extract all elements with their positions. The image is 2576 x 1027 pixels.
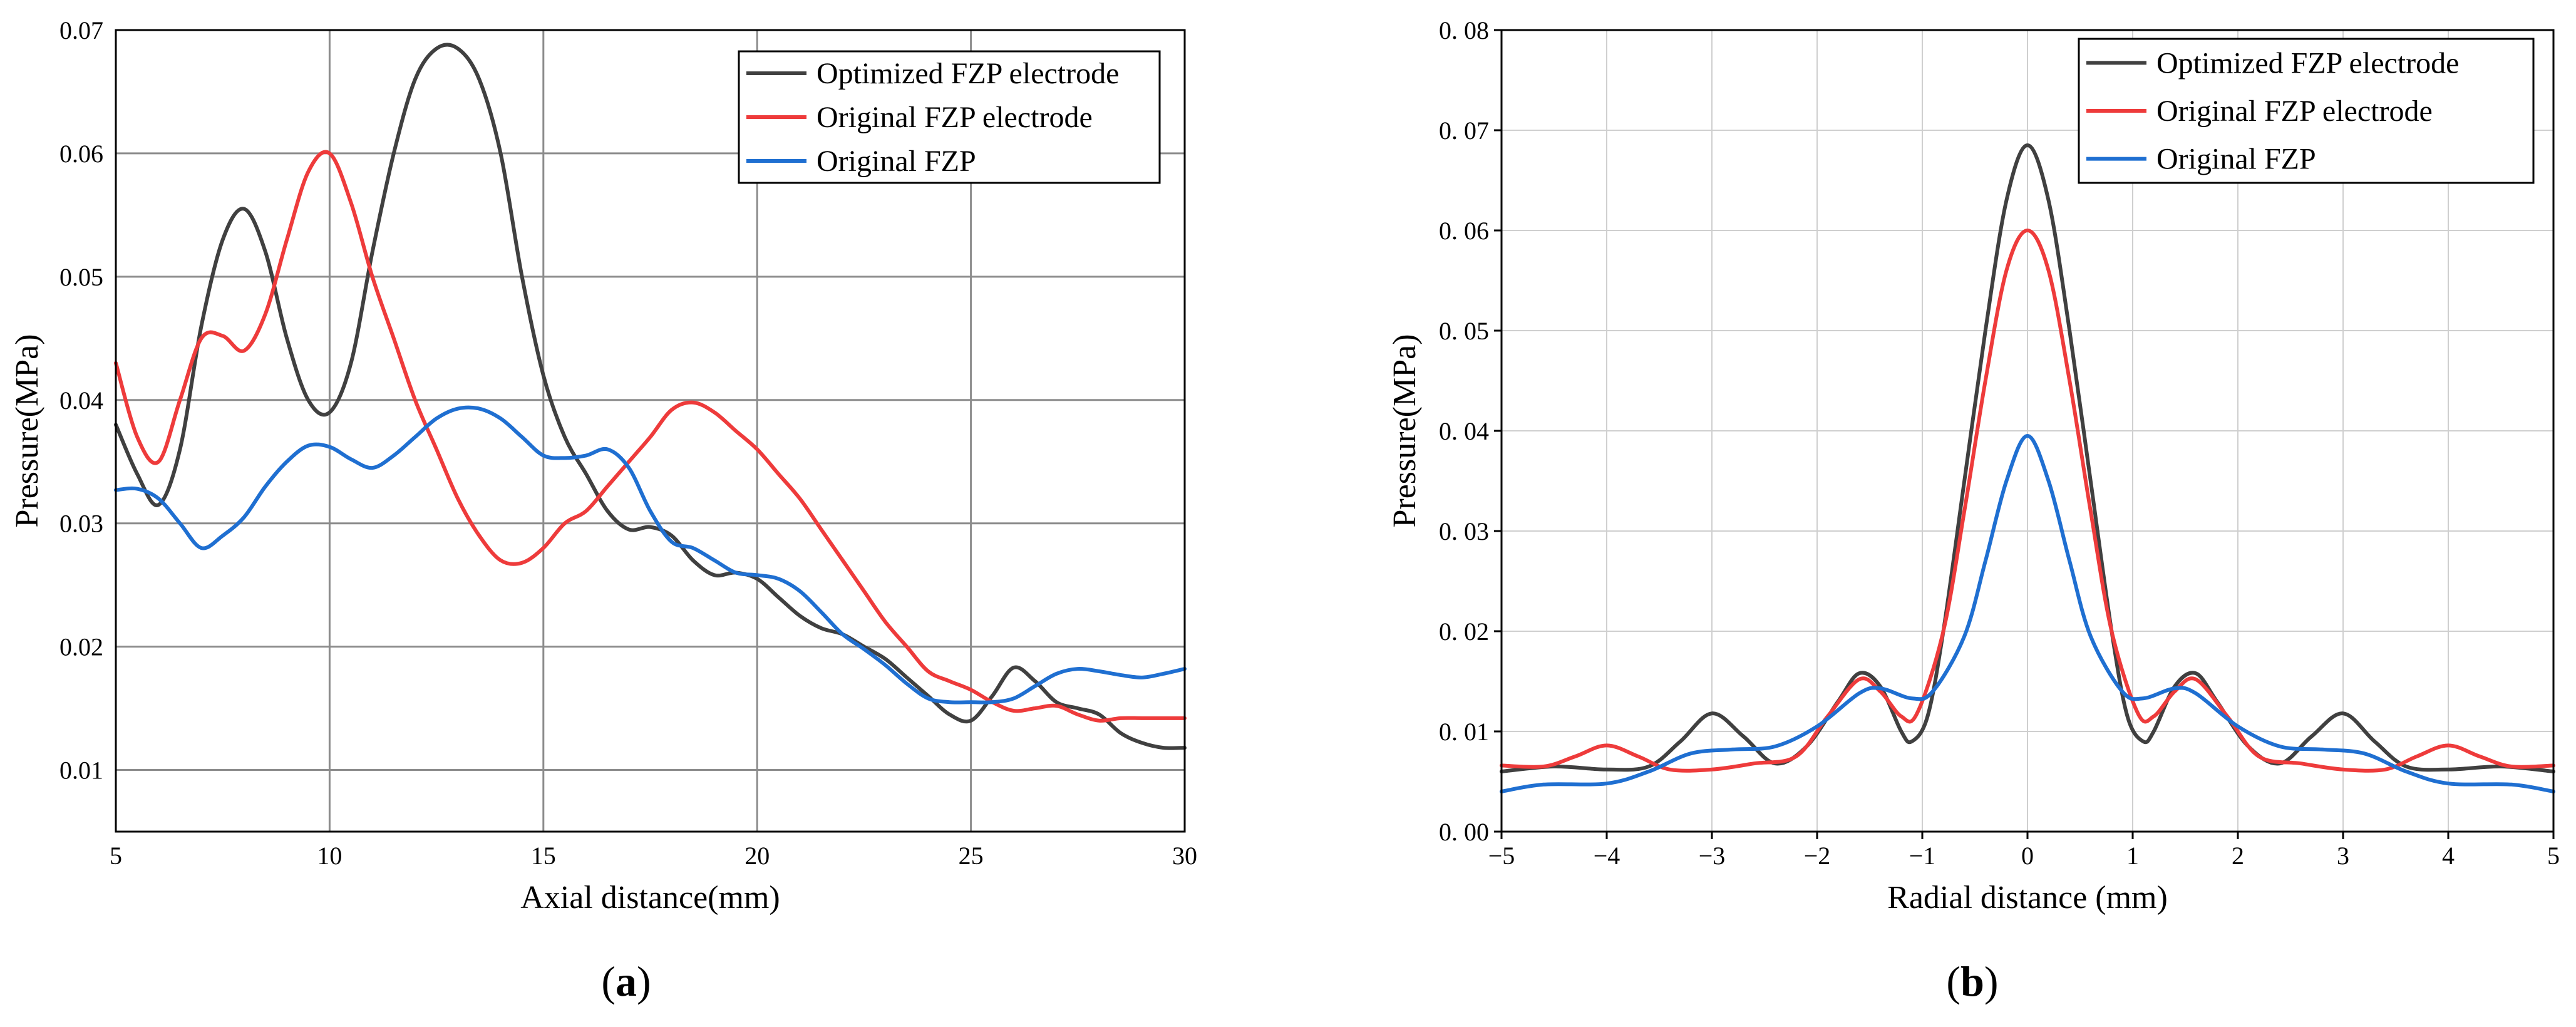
- y-tick-label: 0.01: [59, 756, 103, 785]
- legend-entry-label: Original FZP electrode: [2156, 95, 2433, 128]
- x-tick-label: 1: [2126, 842, 2139, 870]
- series-line-optimized-fzp-electrode: [114, 43, 1187, 750]
- x-tick-label: 10: [317, 842, 342, 870]
- y-tick-label: 0.02: [59, 633, 103, 661]
- series-line-original-fzp-electrode: [1500, 229, 2555, 773]
- x-tick-label: 4: [2442, 842, 2455, 870]
- x-tick-label: −5: [1488, 842, 1515, 870]
- x-tick-label: 20: [744, 842, 770, 870]
- legend-entry-label: Original FZP electrode: [817, 101, 1093, 134]
- series-line-original-fzp: [1500, 434, 2555, 793]
- y-tick-label: 0.03: [59, 510, 103, 538]
- y-axis-label: Pressure(MPa): [1387, 334, 1423, 527]
- y-tick-label: 0. 06: [1439, 217, 1489, 245]
- x-tick-label: −3: [1699, 842, 1726, 870]
- y-tick-label: 0.05: [59, 263, 103, 291]
- x-axis-label: Axial distance(mm): [520, 880, 780, 916]
- legend: Optimized FZP electrode Original FZP elec…: [738, 50, 1161, 184]
- chart-panel-b: −5 −4 −3 −2 −1 0 1 2 3 4 5 0. 00 0. 01 0. 02 0. 03 0. 0…: [1387, 16, 2560, 1005]
- series-line-original-fzp: [114, 405, 1187, 704]
- panel-label: (b): [1946, 957, 1998, 1005]
- legend-box: [738, 50, 1161, 184]
- y-tick-label: 0. 08: [1439, 16, 1489, 44]
- x-axis-label: Radial distance (mm): [1887, 880, 2168, 916]
- x-tick-label: 5: [110, 842, 122, 870]
- y-tick-label: 0. 07: [1439, 116, 1489, 145]
- panel-label: (a): [601, 957, 651, 1005]
- y-axis-label: Pressure(MPa): [9, 334, 45, 527]
- x-tick-label: 5: [2547, 842, 2560, 870]
- y-tick-label: 0. 03: [1439, 517, 1489, 545]
- x-tick-label: 30: [1172, 842, 1197, 870]
- y-tick-label: 0.04: [59, 386, 103, 415]
- legend-entry-label: Original FZP: [2156, 143, 2316, 176]
- axes-frame: [115, 29, 1186, 833]
- x-tick-label: −4: [1594, 842, 1620, 870]
- x-tick-label: −2: [1804, 842, 1831, 870]
- x-tick-label: 0: [2021, 842, 2034, 870]
- y-tick-label: 0.06: [59, 140, 103, 168]
- legend-entry-label: Optimized FZP electrode: [2156, 46, 2459, 80]
- chart-panel-a: 5 10 15 20 25 30 0.01 0.02 0.03 0.04 0.05 0.06 0.07 A…: [9, 16, 1197, 1005]
- x-tick-label: 25: [959, 842, 984, 870]
- y-tick-label: 0. 00: [1439, 818, 1489, 846]
- legend-box: [2078, 38, 2535, 184]
- legend-entry-label: Optimized FZP electrode: [817, 57, 1119, 90]
- x-tick-label: 15: [531, 842, 556, 870]
- y-tick-label: 0. 05: [1439, 317, 1489, 345]
- legend: Optimized FZP electrode Original FZP elec…: [2078, 38, 2535, 184]
- y-tick-label: 0. 04: [1439, 417, 1489, 445]
- y-tick-label: 0. 02: [1439, 617, 1489, 646]
- x-tick-label: 2: [2232, 842, 2244, 870]
- legend-entry-label: Original FZP: [817, 145, 976, 178]
- y-tick-label: 0.07: [59, 16, 103, 44]
- y-tick-label: 0. 01: [1439, 718, 1489, 746]
- x-tick-label: 3: [2337, 842, 2349, 870]
- x-tick-label: −1: [1909, 842, 1936, 870]
